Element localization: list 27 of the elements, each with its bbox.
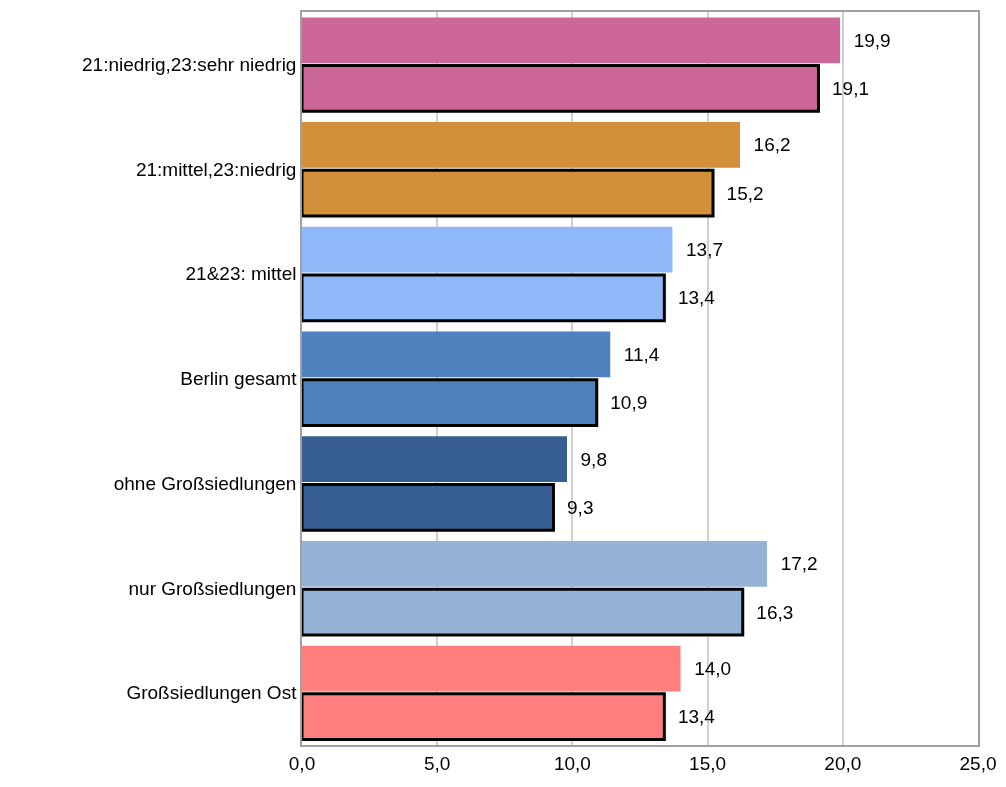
y-tick-label: Berlin gesamt bbox=[180, 368, 298, 390]
data-label: 14,0 bbox=[683, 658, 732, 680]
data-label: 13,4 bbox=[667, 287, 716, 309]
x-tick-label: 25,0 bbox=[959, 752, 997, 774]
x-tick-label: 10,0 bbox=[553, 752, 591, 774]
x-tick-label: 5,0 bbox=[423, 752, 451, 774]
y-tick-label: Großsiedlungen Ost bbox=[126, 682, 298, 704]
data-label: 15,2 bbox=[716, 182, 764, 204]
x-tick-label: 15,0 bbox=[689, 752, 727, 774]
x-tick-label: 0,0 bbox=[288, 752, 316, 774]
data-label: 17,2 bbox=[770, 553, 818, 575]
data-label: 13,4 bbox=[667, 706, 716, 728]
x-tick-label: 20,0 bbox=[824, 752, 862, 774]
y-tick-label: 21&23: mittel bbox=[185, 263, 297, 285]
data-label: 11,4 bbox=[613, 343, 660, 365]
data-label: 16,2 bbox=[743, 134, 791, 156]
data-label: 13,7 bbox=[675, 239, 723, 261]
y-tick-label: ohne Großsiedlungen bbox=[113, 472, 297, 494]
data-label: 9,3 bbox=[556, 496, 594, 518]
y-tick-label: nur Großsiedlungen bbox=[128, 577, 297, 599]
data-label: 19,9 bbox=[843, 29, 891, 51]
data-label: 9,8 bbox=[569, 448, 607, 470]
data-label: 16,3 bbox=[745, 601, 794, 623]
y-tick-label: 21:niedrig,23:sehr niedrig bbox=[82, 54, 297, 76]
data-label: 10,9 bbox=[599, 392, 648, 414]
y-tick-label: 21:mittel,23:niedrig bbox=[135, 158, 297, 180]
data-label: 19,1 bbox=[821, 77, 870, 99]
